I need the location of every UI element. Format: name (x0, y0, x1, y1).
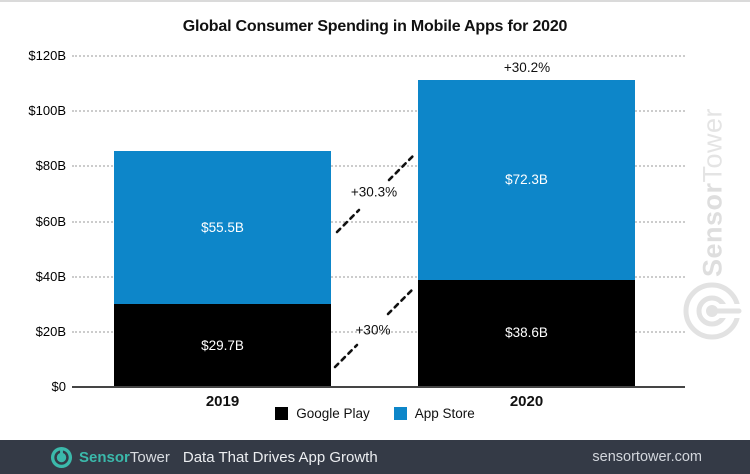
bar-value-label: $55.5B (201, 220, 244, 236)
gridline (72, 220, 685, 223)
growth-label-app-store: +30.3% (350, 184, 398, 200)
y-tick-label: $60B (35, 213, 66, 229)
legend-item-google-play: Google Play (275, 406, 370, 421)
y-tick-label: $120B (28, 48, 66, 63)
legend: Google Play App Store (0, 406, 750, 421)
stacked-bar-2020: $72.3B $38.6B (418, 80, 635, 386)
legend-label: Google Play (296, 406, 370, 421)
footer-brand-light: Tower (129, 448, 170, 466)
sensortower-watermark-icon (683, 282, 744, 340)
bar-value-label: $29.7B (201, 337, 244, 353)
footer-tagline: Data That Drives App Growth (182, 448, 378, 466)
y-tick-label: $80B (35, 158, 66, 174)
watermark-brand-light: Tower (697, 107, 728, 183)
x-axis-line (72, 386, 685, 388)
y-tick-label: $100B (28, 103, 66, 119)
footer-brand-bold: Sensor (79, 448, 130, 466)
y-tick-label: $0 (51, 379, 66, 394)
bar-value-label: $38.6B (505, 325, 548, 341)
gridline (72, 165, 685, 168)
footer-url[interactable]: sensortower.com (592, 449, 702, 465)
gridline (72, 55, 685, 57)
growth-line-googleplay-lower (333, 343, 359, 369)
growth-label-total: +30.2% (503, 60, 551, 75)
y-tick-label: $40B (35, 268, 66, 284)
chart-area: Global Consumer Spending in Mobile Apps … (0, 2, 750, 439)
bar-segment-google-play: $29.7B (114, 304, 331, 386)
growth-line-googleplay-upper (386, 287, 415, 316)
growth-label-google-play: +30% (355, 322, 391, 338)
gridline (72, 330, 685, 333)
x-tick-label-2019: 2019 (205, 393, 240, 410)
bar-value-label: $72.3B (505, 172, 548, 188)
stacked-bar-2019: $55.5B $29.7B (114, 150, 331, 386)
legend-swatch (275, 407, 289, 420)
watermark-brand: SensorTower (698, 108, 729, 278)
footer-bar: SensorTower Data That Drives App Growth … (0, 440, 750, 474)
bar-segment-google-play: $38.6B (418, 279, 635, 386)
legend-item-app-store: App Store (393, 406, 475, 421)
y-tick-label: $20B (35, 323, 66, 339)
watermark-brand-bold: Sensor (697, 182, 728, 278)
gridline (72, 110, 685, 113)
gridline (72, 275, 685, 278)
legend-label: App Store (414, 406, 475, 421)
sensortower-logo-icon (50, 446, 73, 468)
bar-segment-app-store: $55.5B (114, 150, 331, 305)
bar-segment-app-store: $72.3B (418, 80, 635, 280)
x-tick-label-2020: 2020 (509, 393, 544, 410)
legend-swatch (393, 407, 407, 420)
footer-brand: SensorTower (79, 449, 170, 466)
chart-title: Global Consumer Spending in Mobile Apps … (182, 18, 568, 35)
